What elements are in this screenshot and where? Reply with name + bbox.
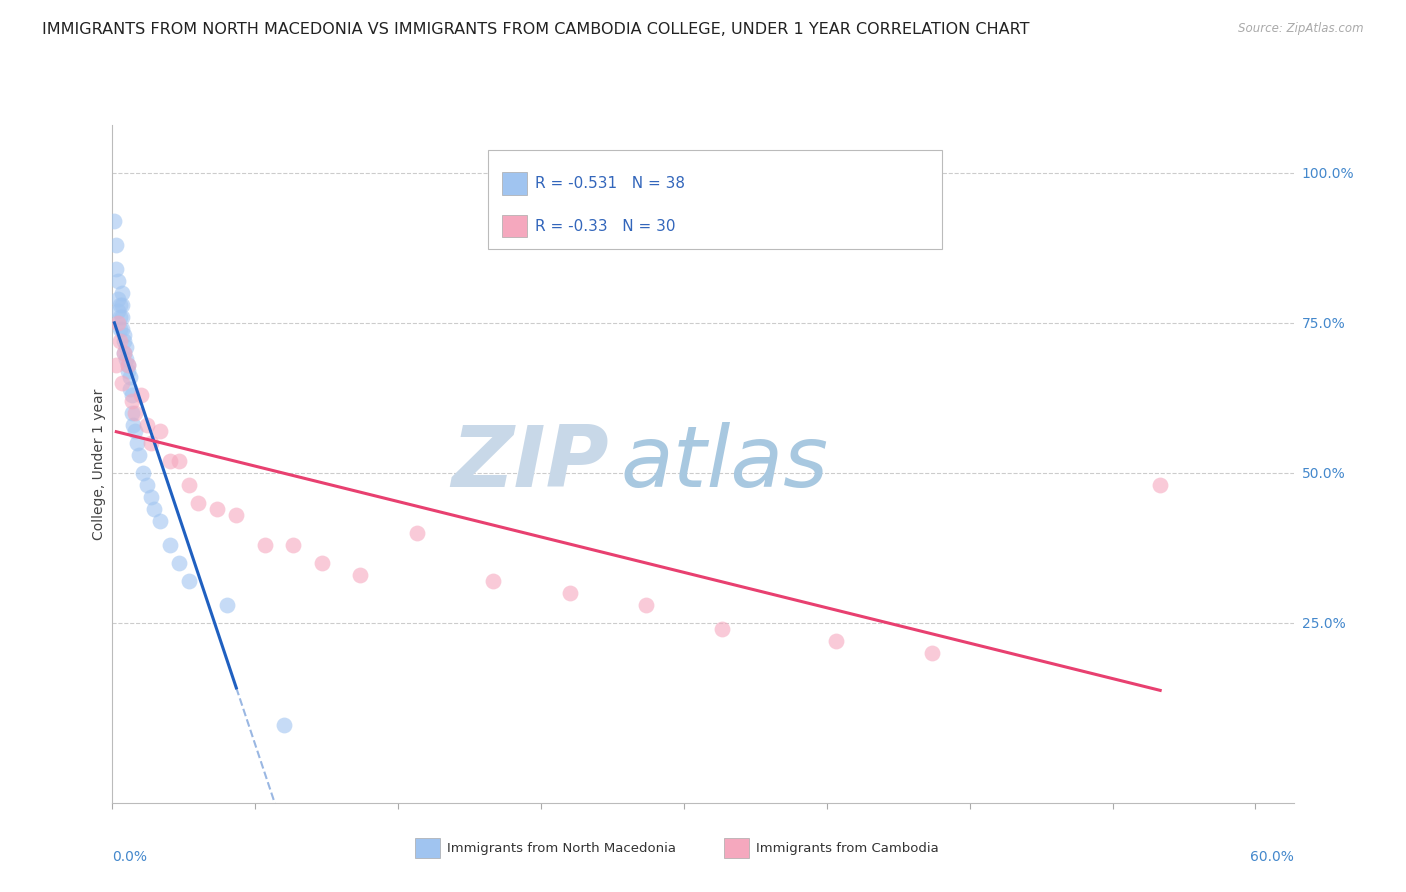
- Point: [127, 435, 149, 450]
- Point: [311, 556, 333, 570]
- Point: [215, 598, 238, 612]
- Y-axis label: College, Under 1 year: College, Under 1 year: [91, 388, 105, 540]
- Point: [117, 358, 139, 372]
- Point: [177, 478, 200, 492]
- Point: [149, 514, 172, 528]
- Text: R = -0.531   N = 38: R = -0.531 N = 38: [536, 176, 685, 191]
- Point: [111, 285, 134, 300]
- Point: [135, 417, 157, 432]
- Point: [124, 424, 146, 438]
- Point: [135, 478, 157, 492]
- Point: [149, 424, 172, 438]
- Point: [121, 406, 143, 420]
- Text: 60.0%: 60.0%: [1250, 850, 1294, 864]
- Point: [921, 646, 943, 660]
- Point: [273, 718, 295, 732]
- Point: [112, 334, 135, 348]
- Point: [139, 490, 162, 504]
- Point: [132, 466, 155, 480]
- Point: [112, 327, 135, 342]
- Point: [159, 538, 181, 552]
- Point: [139, 435, 162, 450]
- Point: [167, 454, 190, 468]
- Point: [108, 322, 131, 336]
- Point: [107, 303, 129, 318]
- Point: [634, 598, 657, 612]
- Point: [128, 448, 150, 462]
- Point: [177, 574, 200, 588]
- Point: [167, 556, 190, 570]
- Point: [111, 310, 134, 324]
- Point: [107, 316, 129, 330]
- Point: [253, 538, 276, 552]
- Point: [159, 454, 181, 468]
- Point: [118, 382, 141, 396]
- Point: [124, 406, 146, 420]
- Point: [111, 322, 134, 336]
- Point: [825, 633, 848, 648]
- Point: [129, 388, 152, 402]
- Point: [122, 417, 145, 432]
- Point: [118, 369, 141, 384]
- Point: [1149, 478, 1171, 492]
- Text: atlas: atlas: [620, 422, 828, 506]
- Point: [207, 501, 229, 516]
- Point: [117, 364, 139, 378]
- Point: [121, 388, 143, 402]
- Point: [112, 346, 135, 360]
- Point: [283, 538, 305, 552]
- Point: [558, 586, 581, 600]
- Point: [406, 525, 429, 540]
- Point: [112, 346, 135, 360]
- Text: ZIP: ZIP: [451, 422, 609, 506]
- Point: [108, 310, 131, 324]
- Point: [117, 358, 139, 372]
- Text: 0.0%: 0.0%: [112, 850, 148, 864]
- Point: [108, 298, 131, 312]
- Point: [105, 358, 128, 372]
- Text: Immigrants from Cambodia: Immigrants from Cambodia: [756, 842, 939, 855]
- Text: R = -0.33   N = 30: R = -0.33 N = 30: [536, 219, 676, 234]
- Point: [105, 238, 128, 252]
- Point: [121, 393, 143, 408]
- Text: Immigrants from North Macedonia: Immigrants from North Macedonia: [447, 842, 676, 855]
- Point: [482, 574, 505, 588]
- Point: [143, 501, 166, 516]
- Point: [107, 274, 129, 288]
- Point: [105, 261, 128, 276]
- Point: [107, 292, 129, 306]
- Point: [114, 351, 136, 366]
- Text: Source: ZipAtlas.com: Source: ZipAtlas.com: [1239, 22, 1364, 36]
- Point: [349, 567, 371, 582]
- Point: [225, 508, 247, 522]
- Point: [114, 340, 136, 354]
- Point: [111, 376, 134, 390]
- Point: [711, 622, 734, 636]
- Text: IMMIGRANTS FROM NORTH MACEDONIA VS IMMIGRANTS FROM CAMBODIA COLLEGE, UNDER 1 YEA: IMMIGRANTS FROM NORTH MACEDONIA VS IMMIG…: [42, 22, 1029, 37]
- Point: [103, 214, 125, 228]
- Point: [111, 298, 134, 312]
- Point: [187, 496, 209, 510]
- Point: [108, 334, 131, 348]
